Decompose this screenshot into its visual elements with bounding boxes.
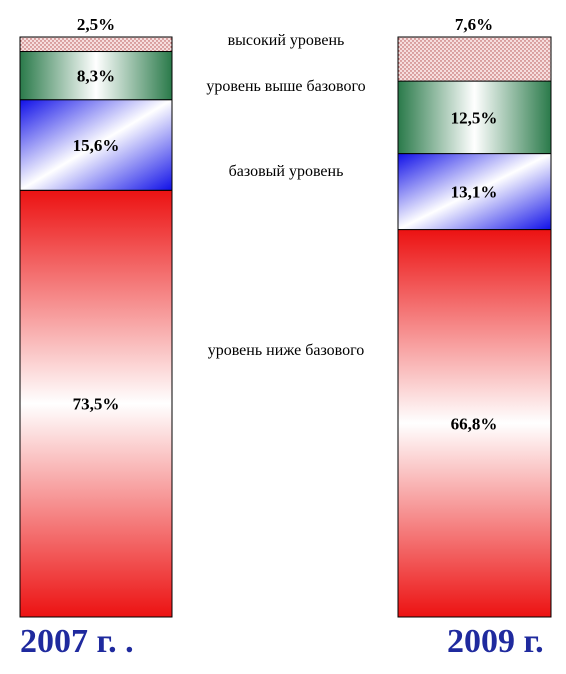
- bars-layer: 73,5% 15,6% 8,3% 2,5% 66,8% 13,1% 12,5% 7,6%: [19, 15, 552, 618]
- bar-segment-1-2: [397, 80, 552, 155]
- legend-item-3: высокий уровень: [228, 32, 345, 49]
- legend-layer: уровень ниже базового базовый уровень уров…: [206, 32, 365, 359]
- bar-segment-0-3: [19, 36, 173, 53]
- bar-segment-0-0: [19, 189, 173, 618]
- category-label-1: 2009 г.: [447, 623, 544, 660]
- data-label-1-0: 66,8%: [451, 414, 498, 433]
- data-label-1-1: 13,1%: [451, 183, 498, 202]
- legend-item-2: уровень выше базового: [206, 78, 365, 95]
- category-label-0: 2007 г. .: [20, 623, 134, 660]
- category-labels: 2007 г. . 2009 г.: [20, 623, 544, 660]
- data-label-0-3: 2,5%: [77, 15, 115, 34]
- bar-segment-1-1: [397, 153, 552, 231]
- data-label-1-2: 12,5%: [451, 108, 498, 127]
- data-label-0-0: 73,5%: [73, 395, 120, 414]
- bar-segment-0-1: [19, 99, 173, 191]
- data-label-0-2: 8,3%: [77, 67, 115, 86]
- legend-item-0: уровень ниже базового: [208, 342, 365, 359]
- bar-segment-1-0: [397, 229, 552, 618]
- data-label-0-1: 15,6%: [73, 136, 120, 155]
- bar-segment-1-3: [397, 36, 552, 82]
- data-label-1-3: 7,6%: [455, 15, 493, 34]
- legend-item-1: базовый уровень: [229, 163, 344, 180]
